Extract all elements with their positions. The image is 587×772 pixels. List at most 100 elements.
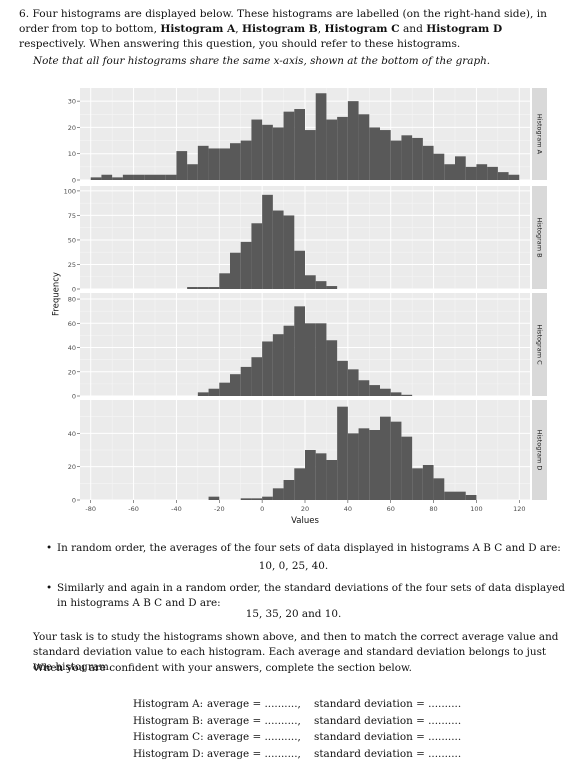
y-tick-label: 20 <box>68 124 76 132</box>
y-tick-label: 0 <box>72 497 76 505</box>
histogram-bar <box>208 496 220 500</box>
x-tick-label: -80 <box>85 505 96 513</box>
histogram-bar <box>358 380 370 396</box>
y-tick-label: 40 <box>68 430 76 438</box>
histogram-bar <box>283 111 295 180</box>
histogram-bar <box>422 465 434 500</box>
histogram-d-name: Histogram D <box>426 23 503 35</box>
question-number: 6. <box>19 8 30 20</box>
histogram-bar <box>433 153 445 180</box>
histogram-bar <box>187 164 198 180</box>
averages-values: 10, 0, 25, 40. <box>258 560 329 572</box>
histogram-bar <box>240 498 252 500</box>
answer-label: Histogram B: <box>133 715 204 727</box>
histogram-bar <box>444 491 455 500</box>
histogram-bar <box>305 323 316 396</box>
answer-label: Histogram C: <box>133 731 204 743</box>
histogram-bar <box>219 273 230 289</box>
answer-label: Histogram A: <box>133 698 204 710</box>
histogram-bar <box>208 148 220 180</box>
histogram-bar <box>358 114 370 180</box>
y-tick-label: 25 <box>68 261 76 269</box>
histogram-bar <box>305 130 316 180</box>
histogram-panel-c: 0 20 40 60 80 Histogram C <box>68 293 547 401</box>
histogram-bar <box>230 374 241 396</box>
histogram-b-name: Histogram B <box>242 23 318 35</box>
histogram-bar <box>187 287 198 289</box>
histogram-bar <box>422 145 434 180</box>
histogram-bar <box>219 148 230 180</box>
histogram-bar <box>412 468 423 500</box>
y-tick-label: 0 <box>72 177 76 185</box>
stddev-blank[interactable]: standard deviation = .......... <box>314 731 462 743</box>
axis-note: Note that all four histograms share the … <box>33 55 491 67</box>
histogram-bar <box>487 166 498 180</box>
x-tick-label: 40 <box>344 505 352 513</box>
histogram-bar <box>455 491 466 500</box>
histogram-bar <box>197 392 209 396</box>
histogram-panel-a: 0 10 20 30 Histogram A <box>68 88 547 185</box>
bullet-dot: • <box>46 542 53 554</box>
bullet-averages-text: In random order, the averages of the fou… <box>57 542 561 554</box>
histogram-bar <box>251 357 263 396</box>
histogram-bar <box>272 127 284 180</box>
histogram-bar <box>294 109 305 180</box>
histogram-bar <box>326 119 338 180</box>
histogram-panel-d: 0 20 40 Histogram D <box>68 400 547 505</box>
average-blank[interactable]: average = .........., <box>207 748 301 760</box>
question-intro-end: respectively. When answering this questi… <box>19 38 461 50</box>
histogram-bar <box>272 488 284 500</box>
histogram-bar <box>476 164 488 180</box>
y-tick-label: 75 <box>68 212 76 220</box>
x-tick-label: 100 <box>470 505 482 513</box>
stddev-blank[interactable]: standard deviation = .......... <box>314 698 462 710</box>
histogram-bar <box>230 252 241 289</box>
histogram-bar <box>305 275 316 289</box>
histogram-bar <box>347 433 359 500</box>
y-tick-label: 40 <box>68 344 76 352</box>
histogram-bar <box>390 421 402 500</box>
histogram-bar <box>315 453 327 500</box>
histogram-bar <box>412 137 423 180</box>
average-blank[interactable]: average = .........., <box>207 698 301 710</box>
question-text: 6. Four histograms are displayed below. … <box>19 7 571 52</box>
histogram-bar <box>294 468 305 500</box>
answer-label: Histogram D: <box>133 748 204 760</box>
task-paragraph: Your task is to study the histograms sho… <box>33 631 559 673</box>
histogram-bar <box>380 130 391 180</box>
histogram-bar <box>251 498 263 500</box>
x-tick-label: 80 <box>429 505 437 513</box>
histogram-bar <box>90 177 102 180</box>
histogram-bar <box>401 135 413 180</box>
histogram-bar <box>358 428 370 500</box>
stddev-blank[interactable]: standard deviation = .......... <box>314 748 462 760</box>
average-blank[interactable]: average = .........., <box>207 715 301 727</box>
y-tick-label: 20 <box>68 463 76 471</box>
histogram-bar <box>294 250 305 289</box>
stddev-blank[interactable]: standard deviation = .......... <box>314 715 462 727</box>
histogram-bar <box>283 325 295 396</box>
histogram-bar <box>347 101 359 180</box>
y-tick-label: 30 <box>68 98 76 106</box>
histogram-bar <box>337 360 348 396</box>
stddev-values: 15, 35, 20 and 10. <box>245 608 342 620</box>
histogram-bar <box>165 174 177 180</box>
histogram-bar <box>337 406 348 500</box>
separator: and <box>399 23 427 35</box>
histogram-bar <box>369 430 380 500</box>
histogram-bar <box>101 174 113 180</box>
average-blank[interactable]: average = .........., <box>207 731 301 743</box>
histogram-bar <box>262 496 273 500</box>
bullet-dot: • <box>46 582 53 594</box>
histogram-bar <box>315 281 327 289</box>
histogram-bar <box>390 140 402 180</box>
y-tick-label: 0 <box>72 393 76 401</box>
separator: , <box>235 23 243 35</box>
histogram-bar <box>155 174 166 180</box>
histogram-bar <box>497 172 509 180</box>
histogram-bar <box>262 124 273 180</box>
facet-label: Histogram B <box>536 217 544 257</box>
histogram-bar <box>133 174 145 180</box>
histogram-bar <box>326 460 338 500</box>
